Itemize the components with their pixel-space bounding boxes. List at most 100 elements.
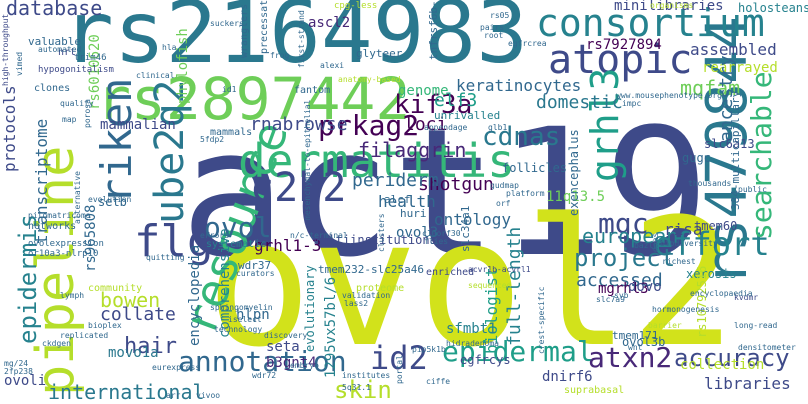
word-id1: id1 <box>222 85 237 94</box>
word-eurexpress: eurexpress <box>152 363 201 372</box>
word-svb: svb <box>614 291 629 300</box>
word-ovol3: ovol3 <box>396 225 439 241</box>
word-platform: platform <box>506 189 545 198</box>
word-5q31.1: 5q31.1 <box>342 383 371 392</box>
word-collate: collate <box>100 304 176 325</box>
word-anatomy-based: anatomy-based <box>338 75 401 84</box>
word-2fp238: 2fp238 <box>4 367 33 376</box>
word-curators: curators <box>236 269 275 278</box>
word-consortium: consortium <box>536 1 765 45</box>
word-rs2164983: rs2164983 <box>62 0 528 83</box>
word-ciffe: ciffe <box>426 377 451 386</box>
word-shotgun: shotgun <box>418 174 494 195</box>
word-pilomatricoma: pilomatricoma <box>28 211 91 220</box>
word-appendage: appendage <box>424 123 468 132</box>
word-validation: validation <box>342 291 391 300</box>
word-orf: orf <box>496 199 511 208</box>
word-grhl3: grhl3 <box>583 67 627 182</box>
word-id2: id2 <box>370 339 428 377</box>
word-porosa: porosa <box>83 99 92 128</box>
word-phylofish: phylofish <box>175 28 191 104</box>
word-mqfam: mqfam <box>680 76 741 100</box>
word-elf3: elf3 <box>434 90 478 111</box>
word-public: public <box>738 185 767 194</box>
word-hormonogenesis: hormonogenesis <box>652 305 720 314</box>
word-seta: seta <box>266 339 300 355</box>
word-alternative: alternative <box>73 171 82 224</box>
word-exencephalus: exencephalus <box>567 129 581 216</box>
word-xerosis: xerosis <box>686 267 737 281</box>
word-c10orf30: c10orf30 <box>422 229 461 238</box>
word-lass2: lass2 <box>344 299 369 308</box>
word-ovol3b: ovol3b <box>622 335 666 349</box>
word-sphingomyelin: sphingomyelin <box>210 303 273 312</box>
word-database: database <box>6 0 103 20</box>
word-alexi: alexi <box>320 61 345 70</box>
word-n/c-terminal: n/c-terminal <box>290 231 348 240</box>
word-loci: loci <box>404 114 448 135</box>
word-densitometer: densitometer <box>738 343 796 352</box>
word-quality: quality <box>60 99 94 108</box>
word-slc7a9: slc7a9 <box>596 295 625 304</box>
word-clinical: clinical <box>136 71 175 80</box>
word-hla: hla <box>162 43 177 52</box>
word-rs7927894: rs7927894 <box>586 37 662 53</box>
word-flies: flies <box>424 237 449 246</box>
word-egfrcrea: egfrcrea <box>508 39 547 48</box>
word-ontology: ontology <box>434 210 512 229</box>
word-errors: errors <box>200 231 229 240</box>
word-richest: richest <box>662 257 696 266</box>
word-automated: automated <box>38 45 82 54</box>
word-mgc: mgc <box>598 207 649 240</box>
word-collection: collection <box>680 357 765 373</box>
word-risa: risa <box>664 220 703 239</box>
word-cdnas: cdnas <box>482 122 561 152</box>
word-mg/24: mg/24 <box>4 359 29 368</box>
word-encyclopaedia: encyclopaedia <box>690 289 753 298</box>
word-fantom: fantom <box>294 85 331 96</box>
word-pairs: pairs <box>480 23 505 32</box>
word-networks: networks <box>28 221 77 232</box>
word-dermatitis: dermatitis <box>238 134 515 188</box>
word-5fdp2: 5fdp2 <box>200 135 225 144</box>
word-libraries: libraries <box>704 374 791 393</box>
word-community: community <box>88 283 143 294</box>
word-clones: clones <box>34 83 71 94</box>
word-enriched: enriched <box>426 267 475 278</box>
word-institutes: institutes <box>342 371 391 380</box>
word-international: international <box>48 380 205 404</box>
word-ckdgen: ckdgen <box>42 339 71 348</box>
word-assembled: assembled <box>690 40 777 59</box>
word-impc: impc <box>622 99 642 108</box>
word-rs2897442: rs2897442 <box>96 65 411 133</box>
word-prkag2: prkag2 <box>318 109 420 142</box>
word-ovolexpression: ovolexpression <box>28 239 104 249</box>
word-valuable: valuable <box>28 35 81 48</box>
word-mgrhl3: mgrhl3 <box>598 281 649 297</box>
word-bazlb: bazlb <box>634 241 659 250</box>
word-atxn2: atxn2 <box>588 341 673 374</box>
word-lymph: lymph <box>60 291 85 300</box>
word-mammals: mammals <box>210 127 253 138</box>
word-evolution: evolution <box>88 195 132 204</box>
word-annotation: annotation <box>178 345 347 378</box>
word-or10a3-nlrp10: or10a3-nlrp10 <box>28 249 99 259</box>
word-wdr37: wdr37 <box>238 259 272 272</box>
word-holosteans: holosteans <box>738 1 808 15</box>
word-sfmbt1: sfmbt1 <box>446 321 497 337</box>
word-project: project <box>574 244 676 272</box>
word-frog: frog <box>270 51 290 60</box>
word-setb: setb <box>98 195 127 209</box>
word-ovol2: ovol2 <box>206 181 736 386</box>
word-proteome: proteome <box>356 283 405 294</box>
word-bioplex: bioplex <box>88 321 122 330</box>
word-ovoli: ovoli <box>4 373 47 389</box>
word-precessation: precessation <box>259 0 270 54</box>
word-rnabrowse: rnabrowse <box>250 114 348 135</box>
word-gugc: gugc <box>682 151 711 165</box>
word-embryo: embryo <box>290 361 319 370</box>
word-movo1a: movo1a <box>108 345 159 361</box>
word-act19: act19 <box>180 91 710 296</box>
word-sequenced: sequenced <box>468 281 512 290</box>
word-gudmap: gudmap <box>490 181 519 190</box>
